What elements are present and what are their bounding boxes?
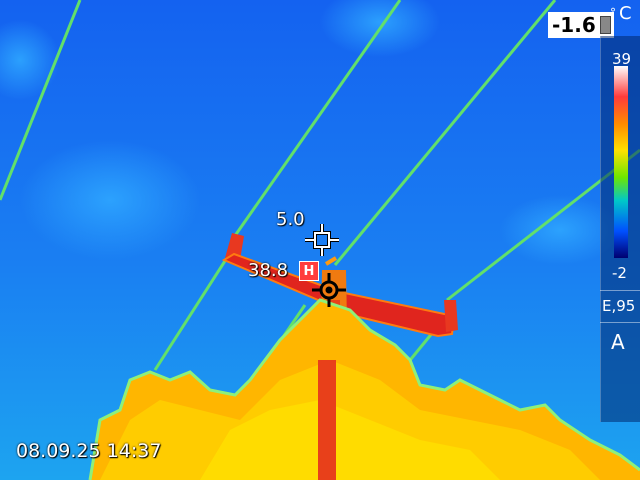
hot-spot-crosshair-icon[interactable] — [312, 273, 346, 307]
top-temperature-readout: -1.6 — [548, 12, 600, 38]
temperature-unit: ° C — [600, 0, 640, 36]
divider — [600, 290, 640, 291]
cloud — [20, 140, 200, 260]
scale-min-label: -2 — [612, 264, 627, 282]
trunk-hot-core — [318, 360, 336, 480]
battery-icon — [596, 12, 614, 38]
hot-spot-temperature-readout: 38.8 — [248, 260, 289, 281]
unit-letter: C — [619, 3, 632, 24]
foliage-edge — [88, 298, 640, 480]
mode-indicator[interactable]: A — [611, 330, 625, 354]
divider — [600, 322, 640, 323]
scale-max-label: 39 — [612, 50, 632, 68]
spot-temperature-readout: 5.0 — [276, 209, 305, 230]
unit-degree: ° — [610, 6, 616, 20]
timestamp: 08.09.25 14:37 — [16, 440, 162, 462]
tree-foliage — [90, 300, 640, 480]
spot-crosshair-icon-inner — [305, 224, 339, 256]
hot-spot-marker: H — [299, 261, 319, 281]
color-scale-bar — [614, 66, 628, 258]
cloud — [0, 20, 60, 100]
emissivity-setting[interactable]: E,95 — [602, 297, 636, 315]
cloud — [500, 195, 620, 265]
